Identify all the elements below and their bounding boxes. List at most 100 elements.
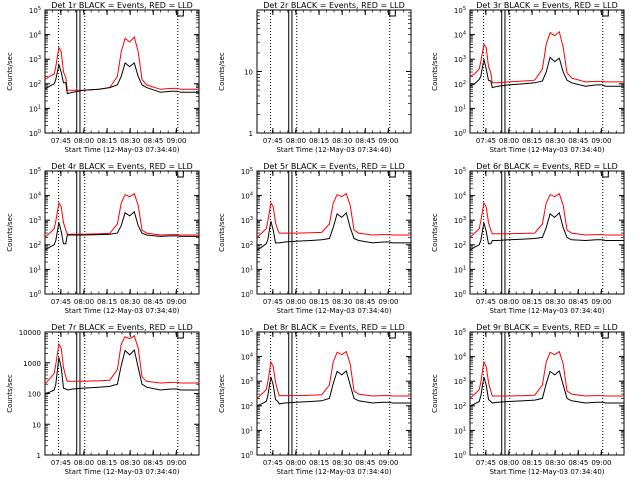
x-tick-label: 07:45 — [263, 137, 283, 145]
x-tick-label: 08:30 — [120, 298, 140, 306]
y-tick-label: 102 — [454, 402, 466, 411]
top-bracket-marker — [602, 10, 609, 17]
x-tick-label: 08:15 — [522, 298, 542, 306]
x-tick-label: 08:00 — [74, 137, 94, 145]
x-tick-label: 09:00 — [378, 459, 398, 467]
chart-panel-4: Det 4r BLACK = Events, RED = LLD Counts/s… — [6, 162, 200, 315]
x-axis-label: Start Time (12-May-03 07:34:40) — [276, 468, 391, 476]
x-tick-label: 08:15 — [97, 137, 117, 145]
y-axis-label: Counts/sec — [431, 52, 439, 91]
events-series-line — [469, 211, 624, 251]
y-axis-label: Counts/sec — [218, 52, 226, 91]
y-tick-label: 104 — [454, 192, 466, 201]
x-tick-label: 07:45 — [263, 298, 283, 306]
plot-frame — [256, 9, 412, 134]
chart-panel-2: Det 2r BLACK = Events, RED = LLD Counts/s… — [218, 1, 412, 154]
y-tick-label: 105 — [241, 328, 253, 337]
x-axis-label: Start Time (12-May-03 07:34:40) — [489, 468, 604, 476]
x-tick-label: 08:45 — [143, 298, 163, 306]
y-tick-label: 101 — [454, 104, 466, 113]
plot-frame — [256, 170, 412, 295]
panel-title: Det 5r BLACK = Events, RED = LLD — [263, 162, 405, 171]
x-tick-label: 07:45 — [476, 137, 496, 145]
x-tick-label: 07:45 — [476, 298, 496, 306]
y-tick-label: 100 — [454, 290, 466, 299]
y-tick-label: 105 — [454, 6, 466, 15]
y-tick-label: 103 — [29, 55, 41, 64]
x-axis-label: Start Time (12-May-03 07:34:40) — [276, 146, 391, 154]
y-tick-label: 100 — [454, 129, 466, 138]
y-tick-label: 10000 — [19, 329, 41, 337]
y-tick-label: 105 — [29, 6, 41, 15]
plot-frame — [469, 170, 625, 295]
x-tick-label: 08:00 — [499, 298, 519, 306]
y-axis-label: Counts/sec — [431, 374, 439, 413]
x-axis-label: Start Time (12-May-03 07:34:40) — [489, 307, 604, 315]
panel-title: Det 8r BLACK = Events, RED = LLD — [263, 323, 405, 332]
x-tick-label: 09:00 — [378, 137, 398, 145]
x-axis-label: Start Time (12-May-03 07:34:40) — [64, 146, 179, 154]
x-tick-label: 08:45 — [568, 298, 588, 306]
x-tick-label: 08:15 — [522, 137, 542, 145]
y-tick-label: 101 — [29, 265, 41, 274]
plot-frame — [44, 9, 200, 134]
y-tick-label: 102 — [454, 80, 466, 89]
y-tick-label: 104 — [454, 31, 466, 40]
y-tick-label: 103 — [454, 55, 466, 64]
chart-panel-8: Det 8r BLACK = Events, RED = LLD Counts/s… — [218, 323, 412, 476]
y-tick-label: 105 — [454, 167, 466, 176]
x-tick-label: 08:45 — [143, 137, 163, 145]
y-tick-label: 102 — [29, 80, 41, 89]
x-tick-label: 08:15 — [522, 459, 542, 467]
x-tick-label: 08:00 — [286, 137, 306, 145]
chart-panel-1: Det 1r BLACK = Events, RED = LLD Counts/s… — [6, 1, 200, 154]
events-series-line — [256, 370, 411, 407]
y-tick-label: 101 — [454, 426, 466, 435]
panel-title: Det 9r BLACK = Events, RED = LLD — [476, 323, 618, 332]
events-series-line — [44, 348, 199, 394]
x-tick-label: 08:30 — [120, 137, 140, 145]
y-tick-label: 101 — [29, 104, 41, 113]
chart-panel-3: Det 3r BLACK = Events, RED = LLD Counts/s… — [431, 1, 625, 154]
chart-panel-6: Det 6r BLACK = Events, RED = LLD Counts/s… — [431, 162, 625, 315]
x-tick-label: 08:00 — [499, 459, 519, 467]
x-tick-label: 08:45 — [355, 298, 375, 306]
y-tick-label: 102 — [29, 241, 41, 250]
y-axis-label: Counts/sec — [6, 374, 14, 413]
y-tick-label: 1 — [37, 452, 41, 460]
x-tick-label: 09:00 — [166, 459, 186, 467]
lld-series-line — [256, 192, 411, 238]
y-tick-label: 104 — [241, 192, 253, 201]
chart-panel-9: Det 9r BLACK = Events, RED = LLD Counts/s… — [431, 323, 625, 476]
x-axis-label: Start Time (12-May-03 07:34:40) — [64, 307, 179, 315]
x-tick-label: 08:00 — [74, 298, 94, 306]
top-bracket-marker — [602, 171, 609, 178]
y-tick-label: 104 — [454, 353, 466, 362]
x-tick-label: 08:00 — [74, 459, 94, 467]
events-series-line — [44, 62, 199, 95]
y-tick-label: 100 — [454, 451, 466, 460]
y-axis-label: Counts/sec — [218, 213, 226, 252]
events-series-line — [469, 56, 624, 89]
plot-frame — [469, 331, 625, 456]
lld-series-line — [44, 192, 199, 238]
x-tick-label: 08:15 — [309, 459, 329, 467]
y-tick-label: 10 — [244, 69, 253, 77]
y-axis-label: Counts/sec — [6, 52, 14, 91]
x-tick-label: 08:45 — [355, 137, 375, 145]
panel-title: Det 2r BLACK = Events, RED = LLD — [263, 1, 405, 10]
y-tick-label: 100 — [29, 129, 41, 138]
top-bracket-marker — [177, 332, 184, 339]
y-tick-label: 105 — [454, 328, 466, 337]
y-tick-label: 100 — [29, 290, 41, 299]
lld-series-line — [469, 30, 624, 84]
x-tick-label: 09:00 — [591, 137, 611, 145]
events-series-line — [469, 370, 624, 407]
y-tick-label: 104 — [29, 31, 41, 40]
x-tick-label: 09:00 — [591, 298, 611, 306]
y-tick-label: 103 — [454, 216, 466, 225]
x-tick-label: 08:30 — [120, 459, 140, 467]
y-tick-label: 100 — [241, 451, 253, 460]
plot-frame — [44, 331, 200, 456]
x-tick-label: 08:45 — [568, 459, 588, 467]
